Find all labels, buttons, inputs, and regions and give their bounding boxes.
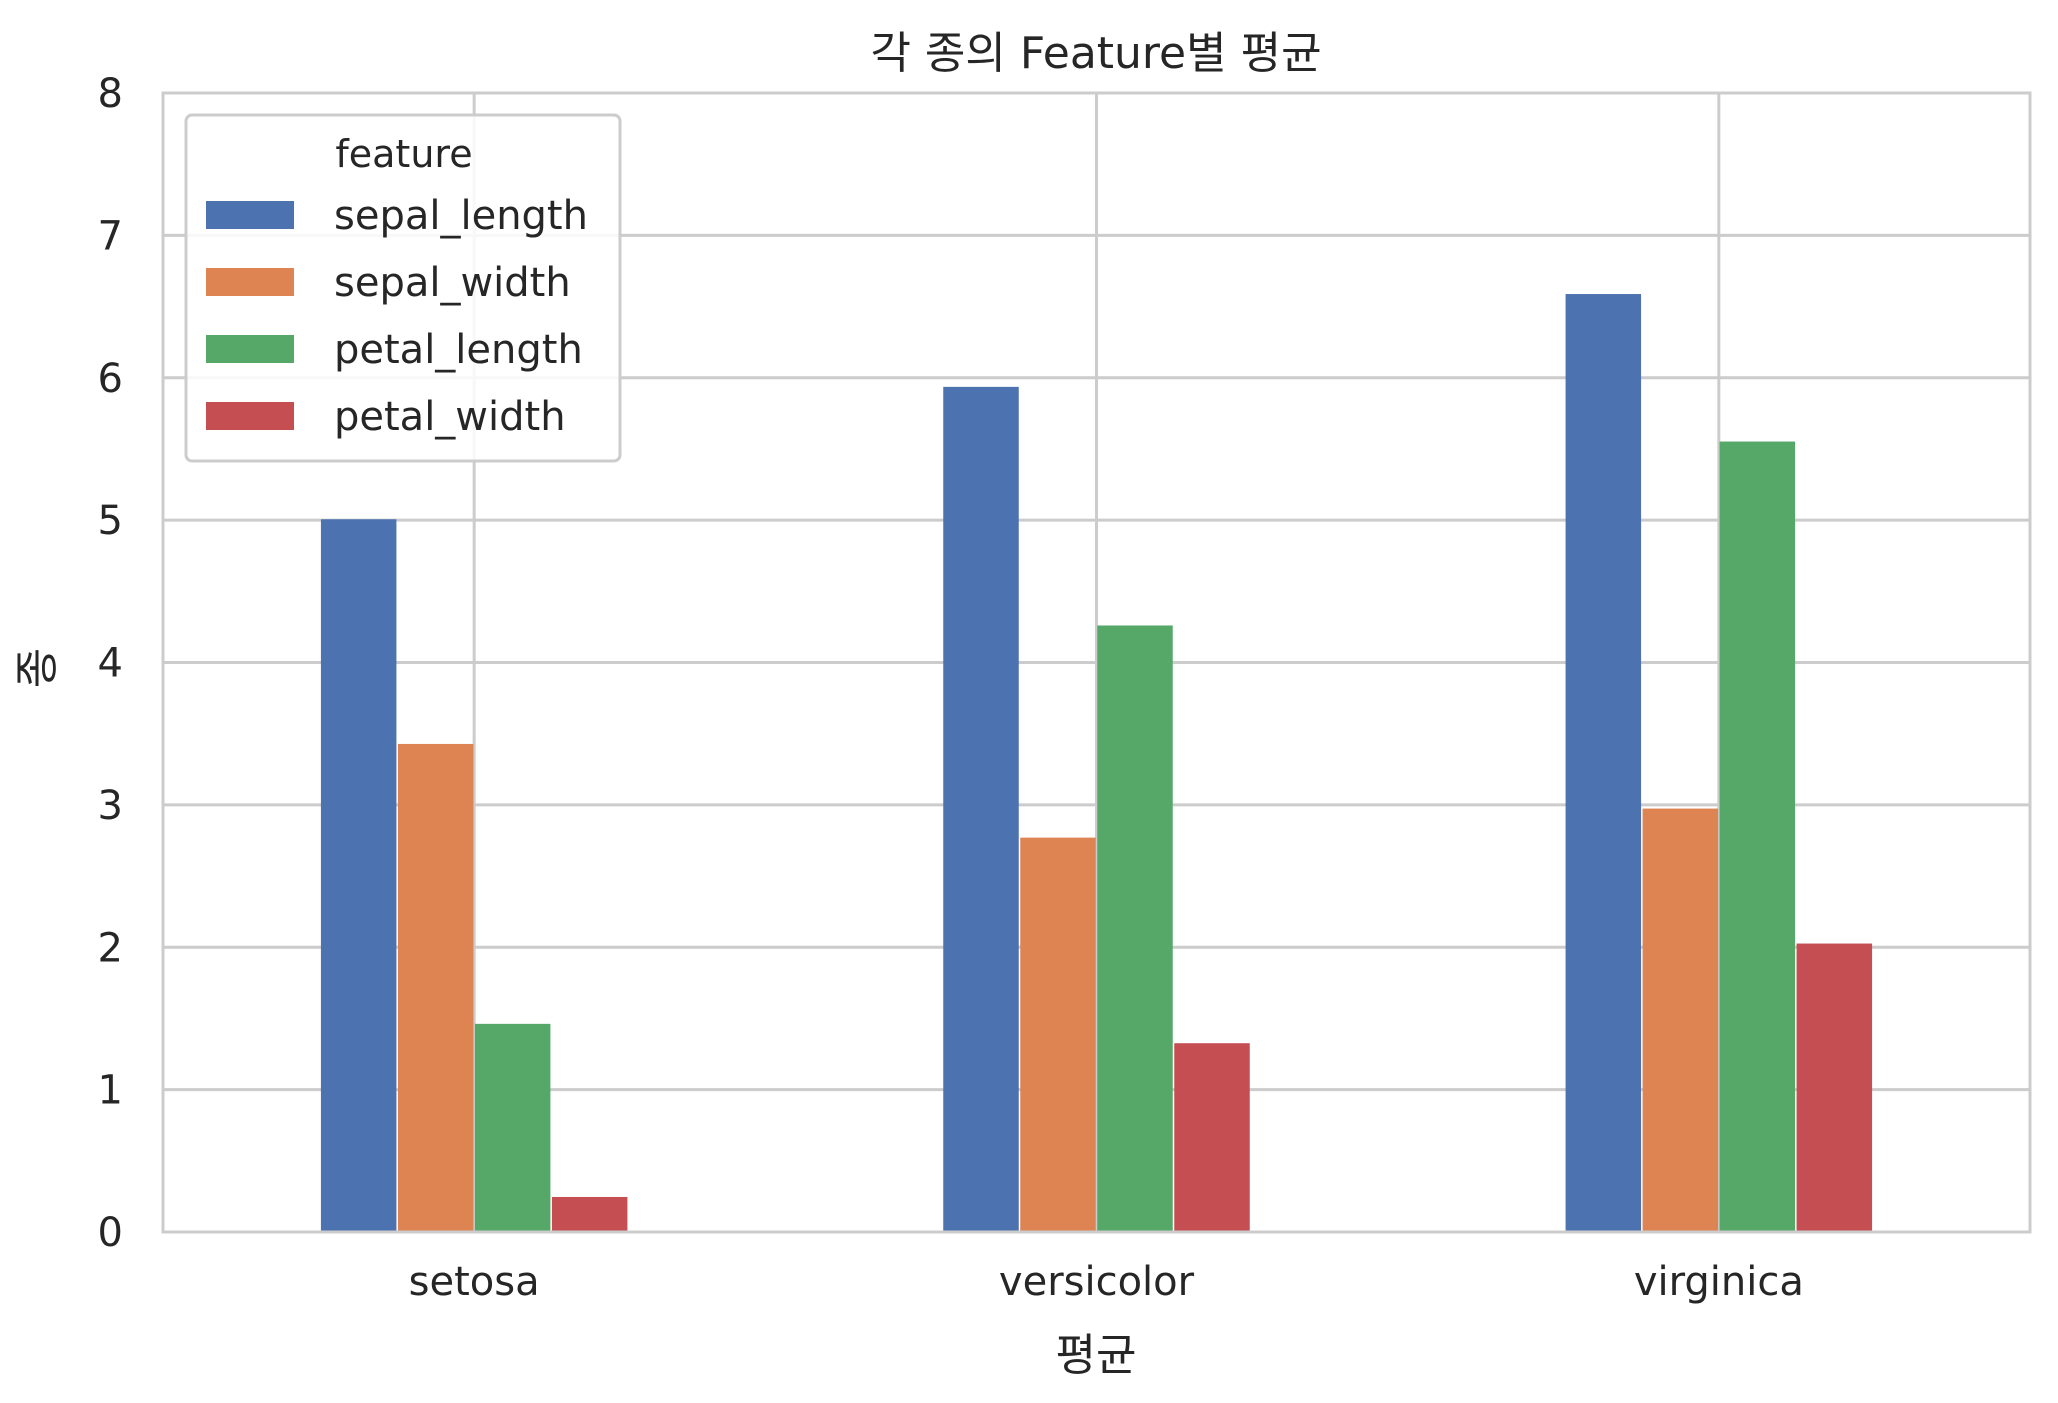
bar-petal_width-virginica xyxy=(1796,943,1873,1232)
bar-sepal_width-versicolor xyxy=(1020,837,1096,1232)
bar-petal_width-versicolor xyxy=(1174,1043,1250,1232)
legend-swatch-petal_width xyxy=(206,402,294,430)
x-tick-label-setosa: setosa xyxy=(409,1259,540,1305)
bar-sepal_width-setosa xyxy=(397,743,474,1232)
legend-label-sepal_length: sepal_length xyxy=(334,193,588,239)
x-axis-title: 평균 xyxy=(1056,1330,1137,1381)
y-tick-label: 8 xyxy=(98,71,123,117)
plot-frame xyxy=(161,91,2032,1234)
legend-label-sepal_width: sepal_width xyxy=(334,260,571,306)
y-tick-label: 5 xyxy=(98,498,123,544)
y-tick-label: 4 xyxy=(98,641,123,687)
legend-box xyxy=(184,113,622,463)
bar-sepal_length-versicolor xyxy=(943,386,1019,1232)
bar-petal_length-versicolor xyxy=(1097,625,1173,1232)
y-tick-label: 6 xyxy=(98,356,123,402)
x-tick-label-versicolor: versicolor xyxy=(999,1259,1195,1305)
bar-petal_length-setosa xyxy=(474,1023,551,1232)
y-tick-label: 3 xyxy=(98,783,123,829)
legend: feature sepal_length sepal_width petal_len… xyxy=(184,113,622,463)
bar-sepal_length-virginica xyxy=(1565,294,1642,1232)
x-tick-label-virginica: virginica xyxy=(1634,1259,1804,1305)
legend-swatch-sepal_width xyxy=(206,268,294,296)
y-tick-label: 1 xyxy=(98,1068,123,1114)
bars-layer xyxy=(320,294,1873,1232)
legend-swatch-petal_length xyxy=(206,335,294,363)
chart-title: 각 종의 Feature별 평균 xyxy=(870,28,1321,79)
y-tick-label: 0 xyxy=(98,1210,123,1256)
bar-sepal_width-virginica xyxy=(1642,808,1719,1232)
legend-title: feature xyxy=(335,132,472,176)
y-tick-label: 2 xyxy=(98,925,123,971)
bar-petal_width-setosa xyxy=(551,1196,628,1232)
legend-label-petal_length: petal_length xyxy=(334,327,583,373)
bar-sepal_length-setosa xyxy=(320,519,397,1232)
legend-label-petal_width: petal_width xyxy=(334,394,566,440)
bar-petal_length-virginica xyxy=(1719,441,1796,1232)
y-tick-label: 7 xyxy=(98,213,123,259)
legend-swatch-sepal_length xyxy=(206,201,294,229)
y-tick-labels: 0 1 2 3 4 5 6 7 8 xyxy=(98,71,123,1256)
x-tick-labels: setosa versicolor virginica xyxy=(409,1259,1804,1305)
legend-items: sepal_length sepal_width petal_lengthpetal… xyxy=(206,193,588,440)
y-axis-title: 종 xyxy=(12,648,63,688)
